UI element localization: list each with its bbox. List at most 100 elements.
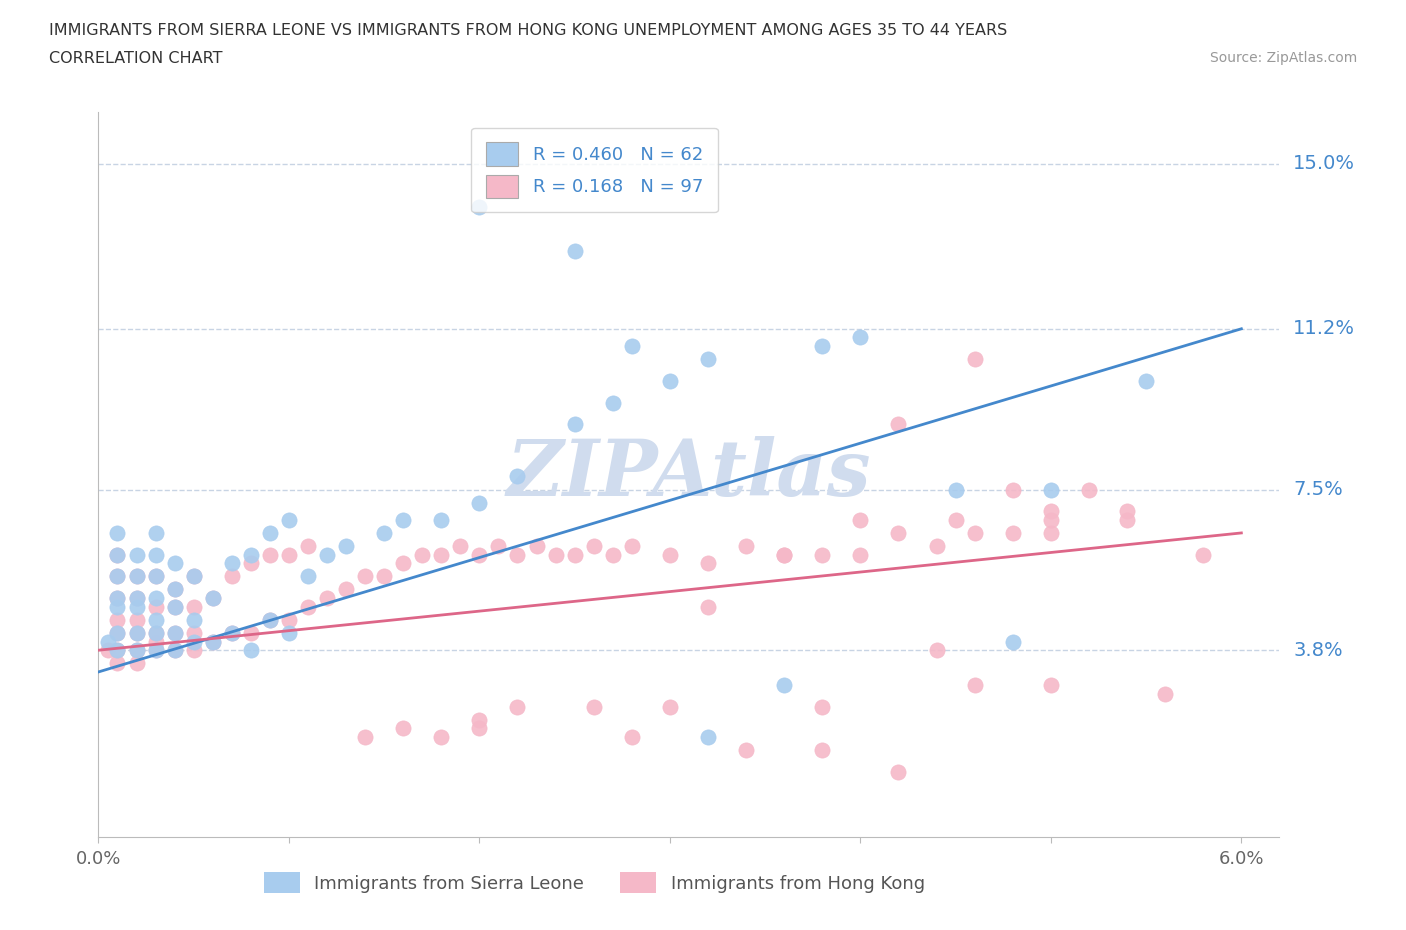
Point	[430, 512, 453, 527]
Point	[125, 643, 148, 658]
Point	[107, 591, 129, 605]
Point	[506, 469, 529, 484]
Point	[163, 582, 186, 597]
Point	[145, 547, 167, 562]
Point	[811, 699, 834, 714]
Point	[239, 625, 262, 640]
Point	[107, 656, 129, 671]
Point	[1001, 482, 1024, 497]
Point	[430, 547, 453, 562]
Point	[183, 569, 205, 584]
Point	[145, 625, 167, 640]
Point	[145, 625, 167, 640]
Point	[1039, 512, 1062, 527]
Point	[506, 699, 529, 714]
Point	[107, 625, 129, 640]
Point	[277, 625, 299, 640]
Point	[239, 547, 262, 562]
Text: 7.5%: 7.5%	[1294, 480, 1343, 499]
Point	[658, 699, 681, 714]
Point	[430, 730, 453, 745]
Point	[449, 538, 471, 553]
Point	[183, 634, 205, 649]
Point	[259, 547, 281, 562]
Point	[201, 634, 224, 649]
Point	[277, 547, 299, 562]
Point	[468, 200, 491, 215]
Point	[925, 538, 948, 553]
Legend: Immigrants from Sierra Leone, Immigrants from Hong Kong: Immigrants from Sierra Leone, Immigrants…	[257, 865, 932, 900]
Point	[849, 330, 872, 345]
Point	[602, 395, 624, 410]
Point	[259, 525, 281, 540]
Point	[125, 625, 148, 640]
Point	[297, 569, 319, 584]
Point	[145, 643, 167, 658]
Point	[1039, 525, 1062, 540]
Point	[925, 643, 948, 658]
Text: 3.8%: 3.8%	[1294, 641, 1343, 659]
Point	[773, 547, 796, 562]
Point	[107, 643, 129, 658]
Point	[125, 591, 148, 605]
Point	[1192, 547, 1215, 562]
Point	[201, 591, 224, 605]
Point	[107, 612, 129, 627]
Point	[145, 612, 167, 627]
Point	[1154, 686, 1177, 701]
Point	[773, 678, 796, 693]
Point	[201, 634, 224, 649]
Point	[145, 569, 167, 584]
Point	[1039, 504, 1062, 519]
Point	[163, 625, 186, 640]
Point	[811, 743, 834, 758]
Point	[316, 547, 339, 562]
Point	[582, 699, 605, 714]
Point	[125, 569, 148, 584]
Point	[658, 374, 681, 389]
Point	[125, 599, 148, 614]
Point	[1135, 374, 1157, 389]
Point	[354, 730, 377, 745]
Point	[163, 625, 186, 640]
Point	[107, 625, 129, 640]
Point	[468, 721, 491, 736]
Point	[125, 591, 148, 605]
Point	[97, 643, 120, 658]
Point	[145, 569, 167, 584]
Point	[963, 352, 986, 366]
Point	[239, 643, 262, 658]
Point	[945, 482, 967, 497]
Point	[620, 538, 643, 553]
Point	[697, 599, 720, 614]
Point	[354, 569, 377, 584]
Point	[620, 730, 643, 745]
Text: CORRELATION CHART: CORRELATION CHART	[49, 51, 222, 66]
Point	[125, 569, 148, 584]
Point	[221, 625, 243, 640]
Point	[544, 547, 567, 562]
Point	[107, 569, 129, 584]
Point	[1001, 525, 1024, 540]
Point	[183, 625, 205, 640]
Point	[163, 643, 186, 658]
Point	[107, 525, 129, 540]
Point	[1039, 678, 1062, 693]
Point	[163, 582, 186, 597]
Point	[735, 743, 758, 758]
Point	[697, 730, 720, 745]
Point	[335, 582, 357, 597]
Point	[945, 512, 967, 527]
Point	[221, 569, 243, 584]
Text: ZIPAtlas: ZIPAtlas	[506, 436, 872, 512]
Point	[221, 556, 243, 571]
Point	[526, 538, 548, 553]
Point	[107, 569, 129, 584]
Point	[201, 591, 224, 605]
Point	[183, 643, 205, 658]
Point	[335, 538, 357, 553]
Point	[849, 547, 872, 562]
Point	[145, 591, 167, 605]
Point	[145, 634, 167, 649]
Point	[183, 599, 205, 614]
